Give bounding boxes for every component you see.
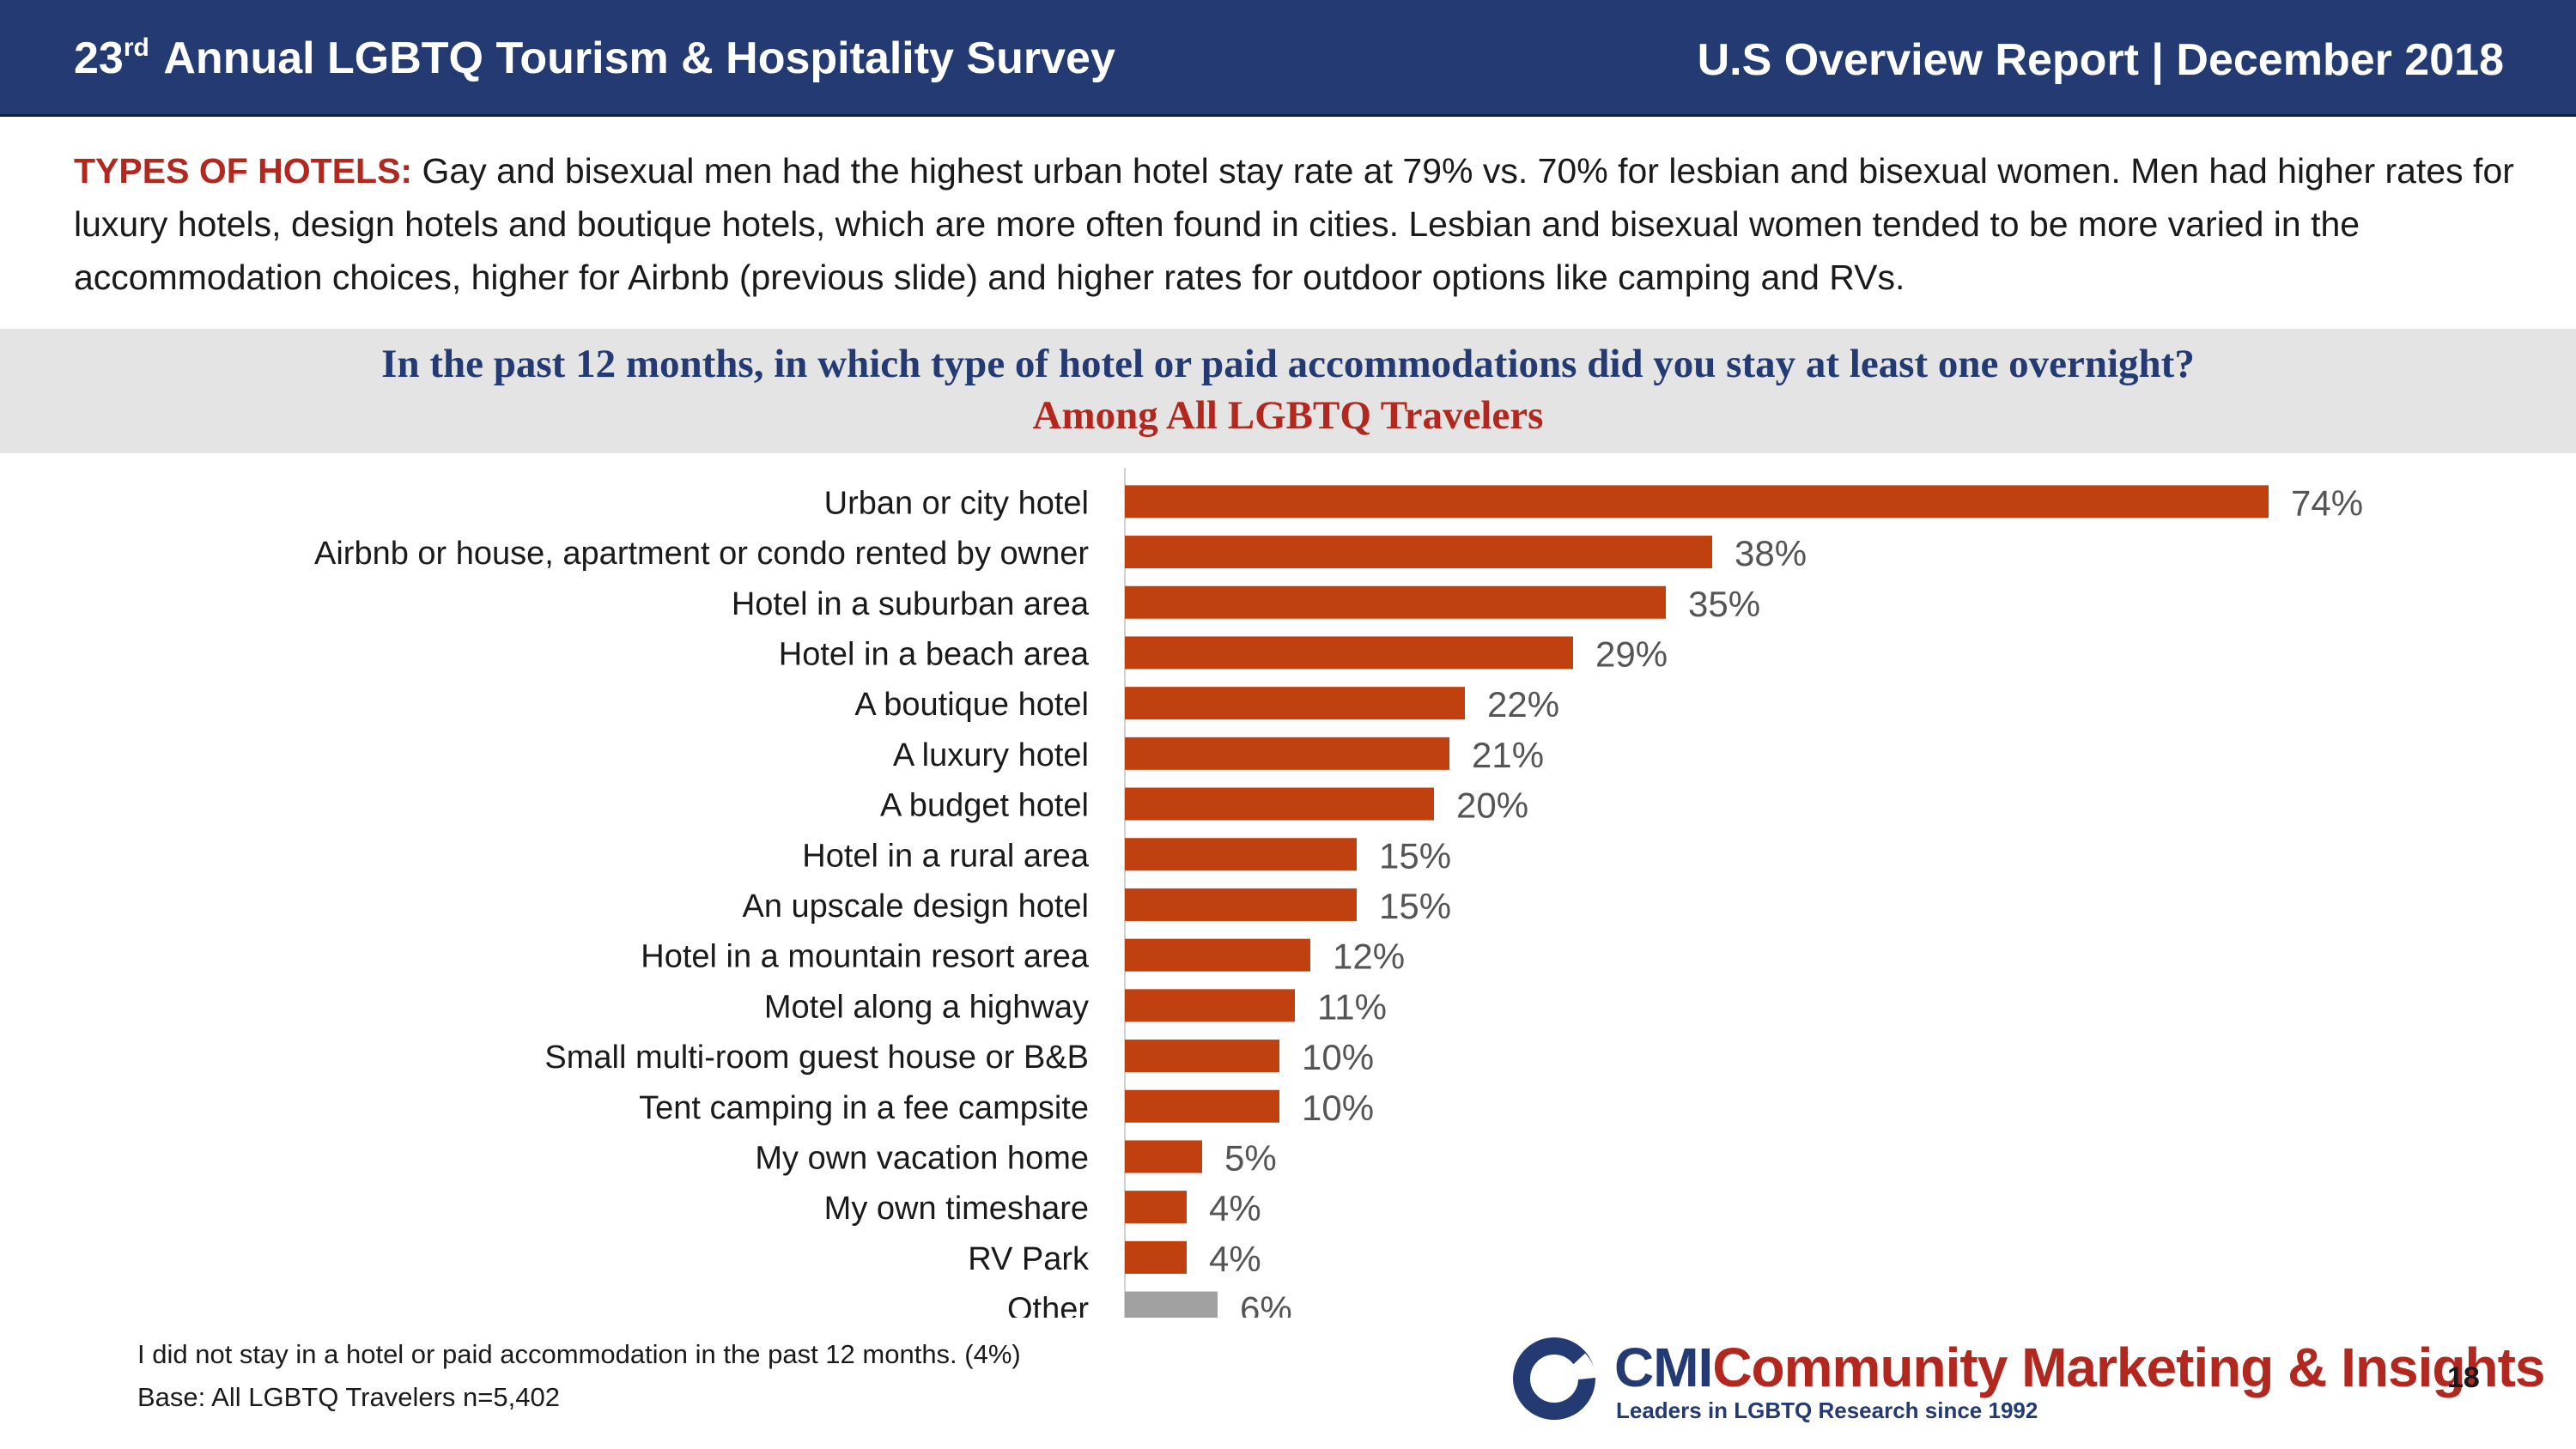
data-label: 74% (2291, 482, 2363, 523)
footnote-none-option: I did not stay in a hotel or paid accomm… (137, 1339, 1021, 1369)
category-label: Motel along a highway (764, 989, 1089, 1025)
category-label: A boutique hotel (854, 687, 1089, 723)
data-label: 35% (1688, 584, 1760, 624)
data-label: 4% (1209, 1239, 1261, 1279)
footnote-base: Base: All LGBTQ Travelers n=5,402 (137, 1382, 560, 1412)
header-bar: 23rd Annual LGBTQ Tourism & Hospitality … (0, 0, 2576, 117)
bar-chart: Urban or city hotel 74% Airbnb or house, a… (314, 468, 2363, 1318)
data-label: 4% (1209, 1188, 1261, 1228)
bar (1125, 485, 2269, 518)
data-label: 20% (1456, 785, 1528, 826)
bar (1125, 1040, 1279, 1073)
title-rest: Annual LGBTQ Tourism & Hospitality Surve… (163, 33, 1115, 83)
category-label: Hotel in a beach area (779, 636, 1090, 672)
bar (1125, 1240, 1187, 1274)
data-label: 29% (1595, 634, 1668, 674)
category-label: A budget hotel (880, 788, 1089, 824)
company-logo: CMICommunity Marketing & Insights Leader… (1511, 1336, 2546, 1430)
bar (1125, 1191, 1187, 1224)
page-number: 18 (2447, 1361, 2480, 1394)
category-label: Tent camping in a fee campsite (639, 1090, 1089, 1126)
category-label: An upscale design hotel (742, 888, 1089, 925)
bar (1125, 636, 1573, 670)
logo-wordmark: CMICommunity Marketing & Insights (1614, 1336, 2546, 1399)
logo-company-name: Community Marketing & Insights (1712, 1337, 2545, 1398)
data-label: 15% (1379, 835, 1451, 876)
category-label: Urban or city hotel (824, 485, 1089, 521)
bar (1125, 1089, 1279, 1123)
data-label: 5% (1224, 1137, 1277, 1178)
category-label: My own vacation home (755, 1140, 1089, 1176)
bar (1125, 687, 1465, 720)
intro-body: Gay and bisexual men had the highest urb… (74, 151, 2514, 297)
report-title: U.S Overview Report | December 2018 (1697, 35, 2504, 85)
survey-title: 23rd Annual LGBTQ Tourism & Hospitality … (74, 33, 1115, 84)
category-label: Hotel in a mountain resort area (641, 939, 1090, 975)
title-ordinal-suffix: rd (123, 33, 149, 62)
bar (1125, 838, 1357, 871)
category-label: A luxury hotel (893, 737, 1089, 773)
data-label: 6% (1240, 1289, 1292, 1318)
category-label: Small multi-room guest house or B&B (544, 1040, 1089, 1076)
data-label: 21% (1472, 735, 1544, 775)
question-subtitle: Among All LGBTQ Travelers (1032, 393, 1544, 438)
bar (1125, 888, 1357, 921)
intro-lead: TYPES OF HOTELS: (74, 151, 413, 191)
title-ordinal: 23 (74, 33, 124, 83)
category-label: Hotel in a suburban area (732, 586, 1090, 622)
intro-paragraph: TYPES OF HOTELS: Gay and bisexual men ha… (74, 144, 2547, 304)
category-label: RV Park (968, 1241, 1090, 1277)
data-label: 12% (1333, 937, 1405, 977)
category-label: My own timeshare (824, 1191, 1089, 1227)
data-label: 10% (1302, 1088, 1374, 1128)
logo-tagline: Leaders in LGBTQ Research since 1992 (1616, 1397, 2038, 1423)
question-text: In the past 12 months, in which type of … (381, 342, 2195, 386)
data-label: 38% (1735, 533, 1807, 573)
bar (1125, 938, 1310, 972)
data-label: 11% (1317, 986, 1387, 1027)
bar (1125, 585, 1666, 619)
data-label: 10% (1302, 1037, 1374, 1077)
bar (1125, 737, 1449, 770)
bar (1125, 989, 1295, 1022)
bar (1125, 787, 1434, 821)
question-band: In the past 12 months, in which type of … (0, 329, 2576, 453)
bar (1125, 1140, 1202, 1173)
bar (1125, 1291, 1218, 1318)
category-label: Hotel in a rural area (802, 838, 1090, 874)
logo-cmi: CMI (1614, 1337, 1713, 1398)
logo-circle-icon (1511, 1336, 1597, 1422)
category-label: Other (1007, 1292, 1089, 1318)
data-label: 22% (1487, 684, 1559, 724)
category-label: Airbnb or house, apartment or condo rent… (314, 536, 1089, 572)
bar (1125, 536, 1712, 569)
data-label: 15% (1379, 886, 1451, 926)
